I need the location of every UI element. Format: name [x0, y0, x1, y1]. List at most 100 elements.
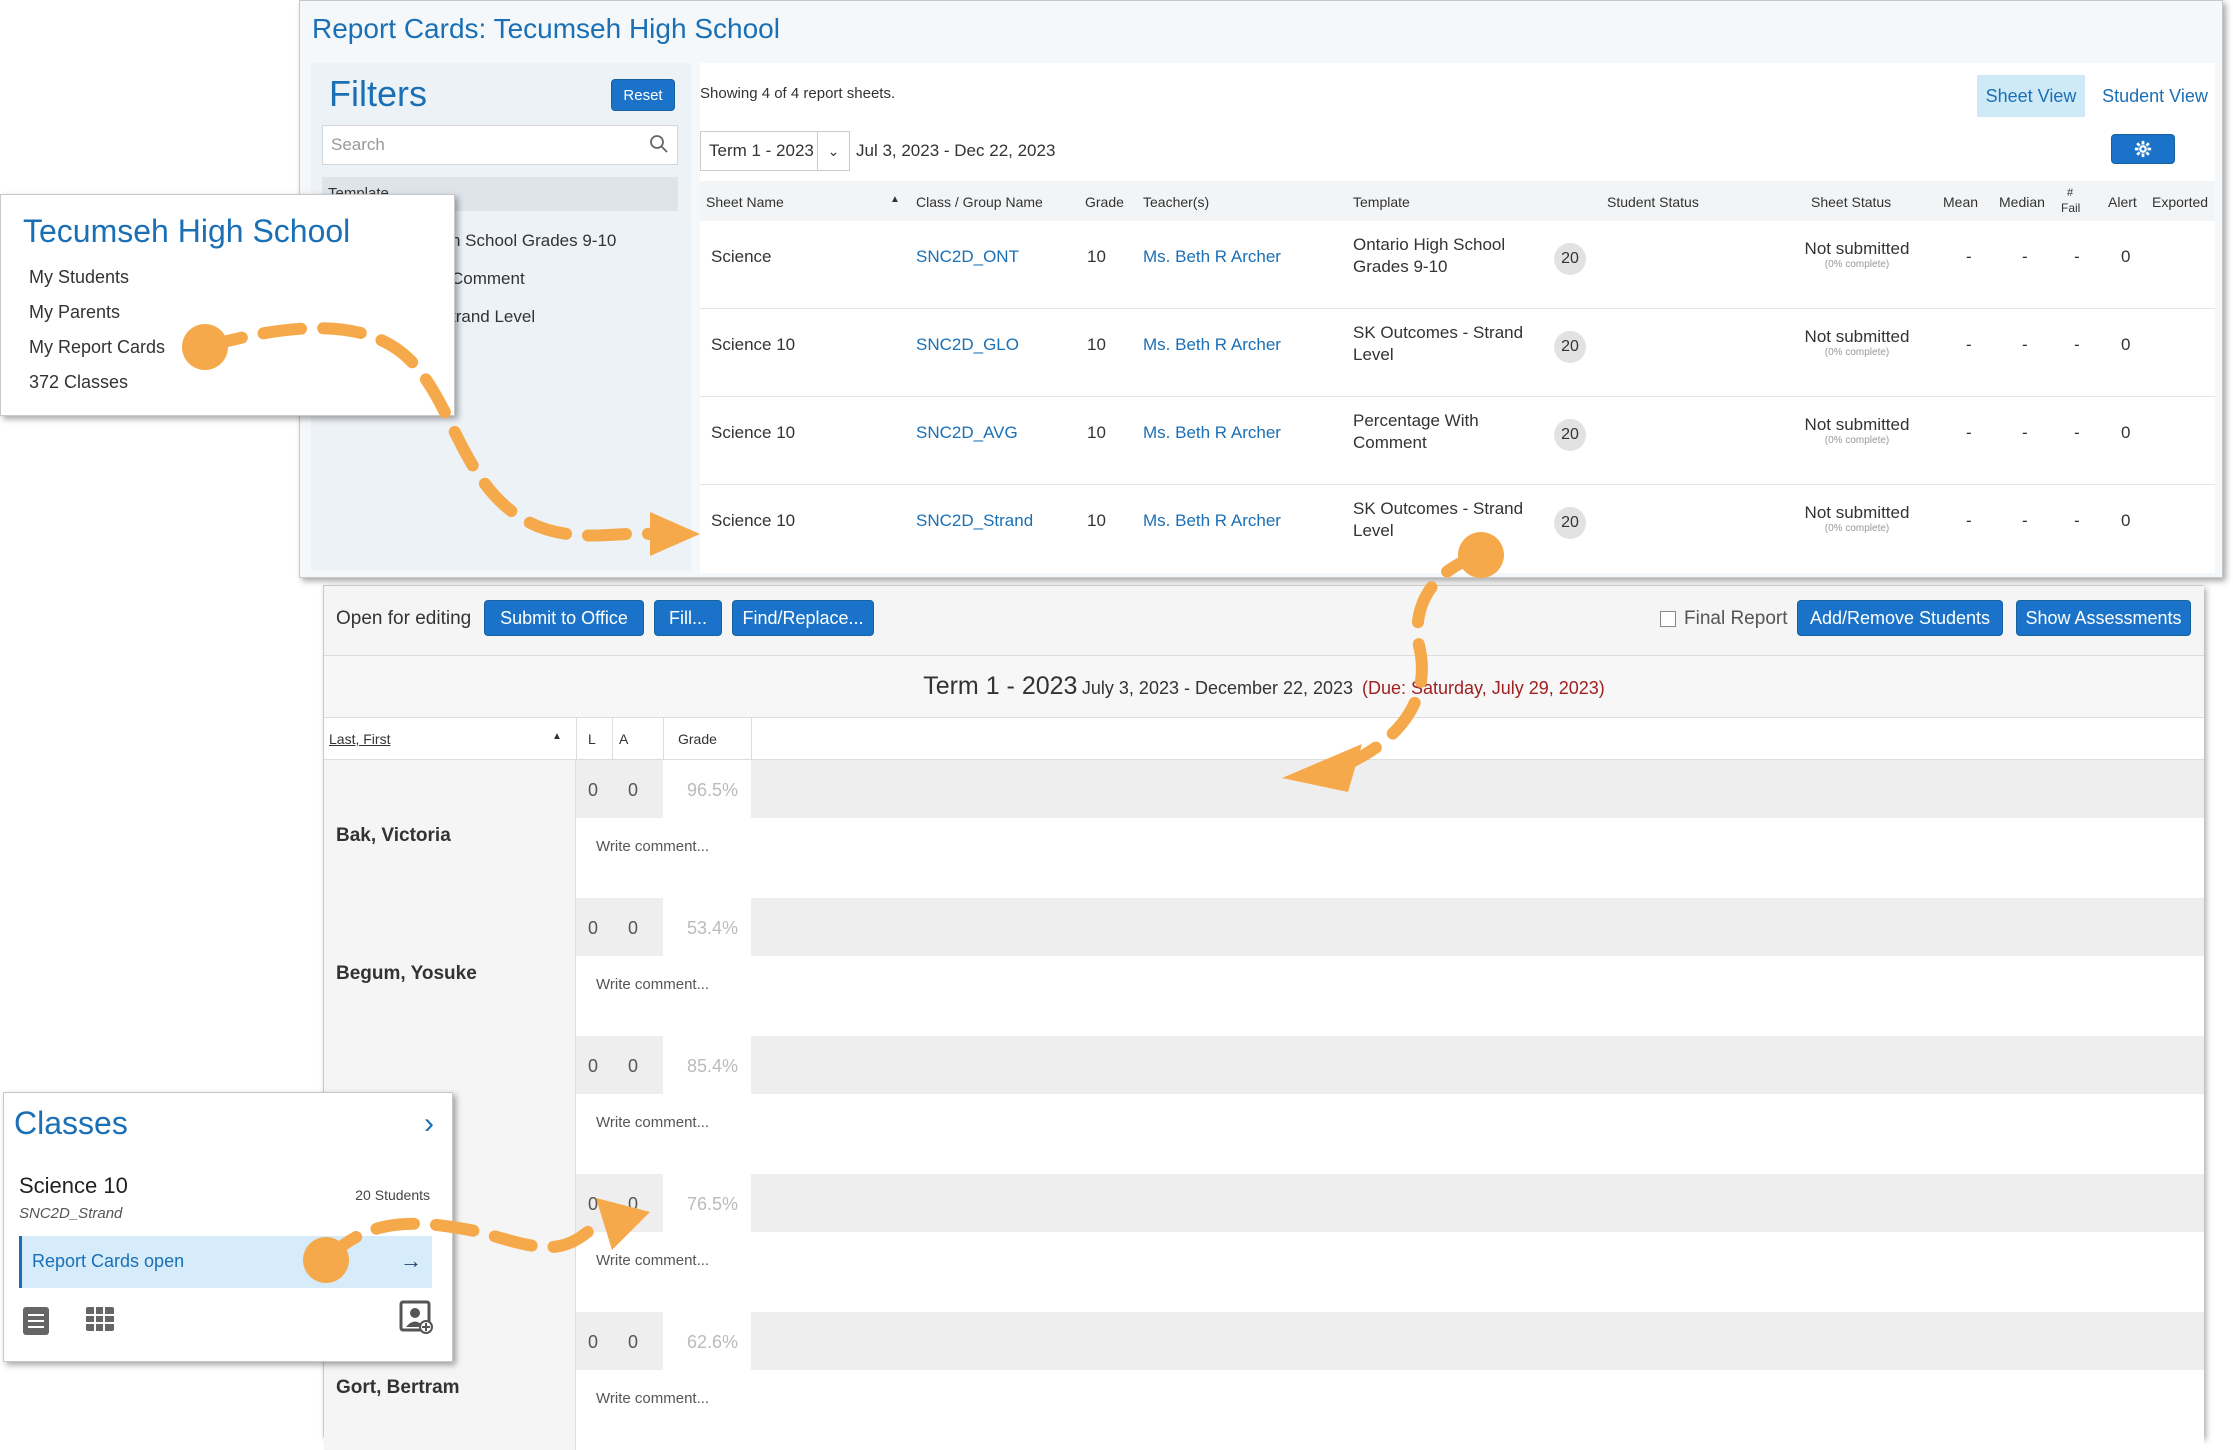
search-input[interactable]: Search: [322, 125, 678, 165]
sheet-status-text: Not submitted: [1804, 239, 1910, 258]
marks-strip: 0 0 53.4%: [576, 898, 2204, 956]
nav-my-parents[interactable]: My Parents: [29, 302, 121, 322]
teacher-link[interactable]: Ms. Beth R Archer: [1143, 335, 1281, 354]
col-mean[interactable]: Mean: [1943, 194, 1979, 210]
nav-my-students[interactable]: My Students: [29, 267, 130, 287]
chevron-right-icon[interactable]: ›: [424, 1107, 434, 1140]
col-teacher[interactable]: Teacher(s): [1143, 194, 1210, 210]
comment-input[interactable]: Write comment...: [576, 1370, 2204, 1450]
nav-my-report-cards[interactable]: My Report Cards: [29, 337, 166, 357]
grade-input[interactable]: 96.5%: [663, 760, 751, 818]
fail-value: -: [2074, 335, 2080, 354]
tab-student-view[interactable]: Student View: [2102, 85, 2208, 106]
template-line2: Level: [1353, 521, 1394, 540]
col-sheet-name[interactable]: Sheet Name: [706, 194, 784, 210]
col-student-status[interactable]: Student Status: [1607, 194, 1699, 210]
class-link[interactable]: SNC2D_ONT: [916, 247, 1019, 266]
col-fail[interactable]: Fail: [2061, 201, 2081, 215]
report-cards-open-link[interactable]: Report Cards open →: [19, 1236, 432, 1288]
l-value[interactable]: 0: [588, 1194, 599, 1214]
col-median[interactable]: Median: [1999, 194, 2045, 210]
a-value[interactable]: 0: [628, 918, 639, 938]
col-l[interactable]: L: [588, 731, 596, 747]
grade-value: 10: [1087, 511, 1106, 530]
search-icon[interactable]: [649, 134, 669, 154]
a-value[interactable]: 0: [628, 1194, 639, 1214]
comment-input[interactable]: Write comment...: [576, 956, 2204, 1036]
col-sheet-status[interactable]: Sheet Status: [1811, 194, 1892, 210]
col-grade[interactable]: Grade: [1085, 194, 1124, 210]
table-row[interactable]: Science 10 SNC2D_Strand 10 Ms. Beth R Ar…: [700, 485, 2215, 573]
sheet-name[interactable]: Science: [711, 247, 772, 266]
a-value[interactable]: 0: [628, 780, 639, 800]
sheet-name[interactable]: Science 10: [711, 511, 796, 530]
median-value: -: [2022, 511, 2028, 530]
sheet-name[interactable]: Science 10: [711, 423, 796, 442]
grade-input[interactable]: 76.5%: [663, 1174, 751, 1232]
class-link[interactable]: SNC2D_AVG: [916, 423, 1018, 442]
l-value[interactable]: 0: [588, 780, 599, 800]
grade-input[interactable]: 62.6%: [663, 1312, 751, 1370]
final-report-checkbox[interactable]: [1660, 611, 1676, 627]
filters-title: Filters: [329, 73, 427, 114]
student-name[interactable]: Begum, Yosuke: [324, 898, 576, 1036]
grade-value: 10: [1087, 247, 1106, 266]
a-value[interactable]: 0: [628, 1332, 639, 1352]
teacher-link[interactable]: Ms. Beth R Archer: [1143, 511, 1281, 530]
tab-sheet-view[interactable]: Sheet View: [1977, 75, 2085, 117]
table-row[interactable]: Science 10 SNC2D_GLO 10 Ms. Beth R Arche…: [700, 309, 2215, 397]
col-a[interactable]: A: [619, 731, 629, 747]
col-grade[interactable]: Grade: [678, 731, 717, 747]
fill-button[interactable]: Fill...: [654, 600, 722, 636]
grade-input[interactable]: 85.4%: [663, 1036, 751, 1094]
grade-value: 10: [1087, 335, 1106, 354]
col-class[interactable]: Class / Group Name: [916, 194, 1043, 210]
reset-button[interactable]: Reset: [611, 79, 675, 111]
template-option[interactable]: trand Level: [451, 307, 536, 326]
class-name[interactable]: Science 10: [19, 1173, 128, 1198]
submit-to-office-button[interactable]: Submit to Office: [484, 600, 644, 636]
col-template[interactable]: Template: [1353, 194, 1410, 210]
a-value[interactable]: 0: [628, 1056, 639, 1076]
school-name[interactable]: Tecumseh High School: [23, 213, 351, 249]
settings-button[interactable]: [2111, 134, 2175, 164]
col-alert[interactable]: Alert: [2108, 194, 2137, 210]
report-cards-open-label: Report Cards open: [32, 1251, 185, 1271]
chevron-down-icon[interactable]: ⌄: [817, 132, 849, 170]
grid-icon[interactable]: [84, 1305, 116, 1333]
fail-value: -: [2074, 247, 2080, 266]
sort-asc-icon[interactable]: ▲: [890, 194, 900, 205]
col-exported[interactable]: Exported: [2152, 194, 2209, 210]
class-link[interactable]: SNC2D_GLO: [916, 335, 1019, 354]
teacher-link[interactable]: Ms. Beth R Archer: [1143, 247, 1281, 266]
student-row: Bak, Victoria 0 0 96.5% Write comment...: [324, 760, 2204, 898]
arrow-right-icon[interactable]: →: [400, 1248, 422, 1273]
comment-input[interactable]: Write comment...: [576, 818, 2204, 898]
sheet-name[interactable]: Science 10: [711, 335, 796, 354]
show-assessments-button[interactable]: Show Assessments: [2016, 600, 2191, 636]
template-option[interactable]: n School Grades 9-10: [451, 231, 617, 250]
comment-input[interactable]: Write comment...: [576, 1094, 2204, 1174]
student-photo-add-icon[interactable]: [399, 1300, 433, 1334]
l-value[interactable]: 0: [588, 1332, 599, 1352]
find-replace-button[interactable]: Find/Replace...: [732, 600, 874, 636]
class-link[interactable]: SNC2D_Strand: [916, 511, 1034, 530]
grade-input[interactable]: 53.4%: [663, 898, 751, 956]
nav-classes[interactable]: 372 Classes: [29, 372, 129, 392]
sort-asc-icon[interactable]: ▲: [552, 731, 562, 742]
list-icon[interactable]: [21, 1305, 51, 1337]
template-option[interactable]: Comment: [451, 269, 525, 288]
comment-input[interactable]: Write comment...: [576, 1232, 2204, 1312]
l-value[interactable]: 0: [588, 1056, 599, 1076]
term-select[interactable]: Term 1 - 2023 ⌄: [700, 131, 850, 171]
final-report-toggle[interactable]: Final Report: [1660, 608, 1788, 630]
student-name[interactable]: Bak, Victoria: [324, 760, 576, 898]
teacher-link[interactable]: Ms. Beth R Archer: [1143, 423, 1281, 442]
classes-title[interactable]: Classes: [14, 1105, 128, 1141]
table-row[interactable]: Science 10 SNC2D_AVG 10 Ms. Beth R Arche…: [700, 397, 2215, 485]
col-name[interactable]: Last, First: [329, 731, 391, 747]
table-row[interactable]: Science SNC2D_ONT 10 Ms. Beth R Archer O…: [700, 221, 2215, 309]
add-remove-students-button[interactable]: Add/Remove Students: [1797, 600, 2003, 636]
l-value[interactable]: 0: [588, 918, 599, 938]
sheet-status-pct: (0% complete): [1824, 259, 1890, 270]
